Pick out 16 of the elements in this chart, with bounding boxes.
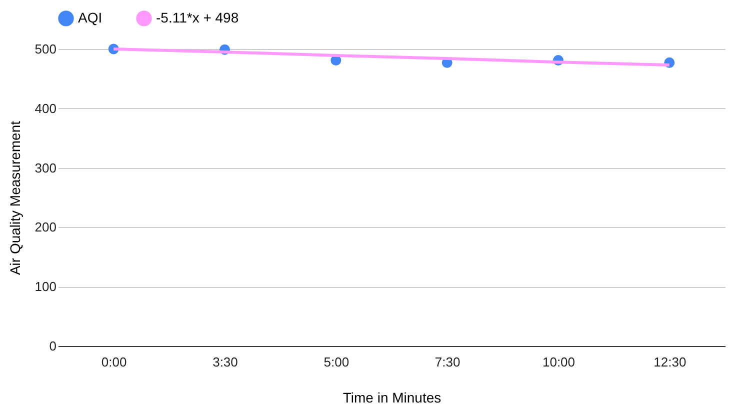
y-tick-label: 400 <box>34 100 56 116</box>
x-tick-label: 3:30 <box>212 354 238 370</box>
y-tick-label: 300 <box>34 160 56 176</box>
x-tick-label: 0:00 <box>101 354 127 370</box>
y-tick-label: 0 <box>49 338 56 354</box>
y-tick-label: 100 <box>34 279 56 294</box>
y-axis-title: Air Quality Measurement <box>6 120 23 276</box>
x-tick-label: 7:30 <box>434 354 460 370</box>
y-tick-label: 200 <box>34 220 56 235</box>
x-tick-label: 5:00 <box>324 354 350 370</box>
x-tick-label: 12:30 <box>654 354 686 370</box>
x-tick-label: 10:00 <box>542 354 576 370</box>
legend-label: -5.11*x + 498 <box>156 9 239 26</box>
x-axis-title: Time in Minutes <box>342 390 442 406</box>
legend-label: AQI <box>78 9 102 26</box>
y-tick-label: 500 <box>34 42 56 56</box>
